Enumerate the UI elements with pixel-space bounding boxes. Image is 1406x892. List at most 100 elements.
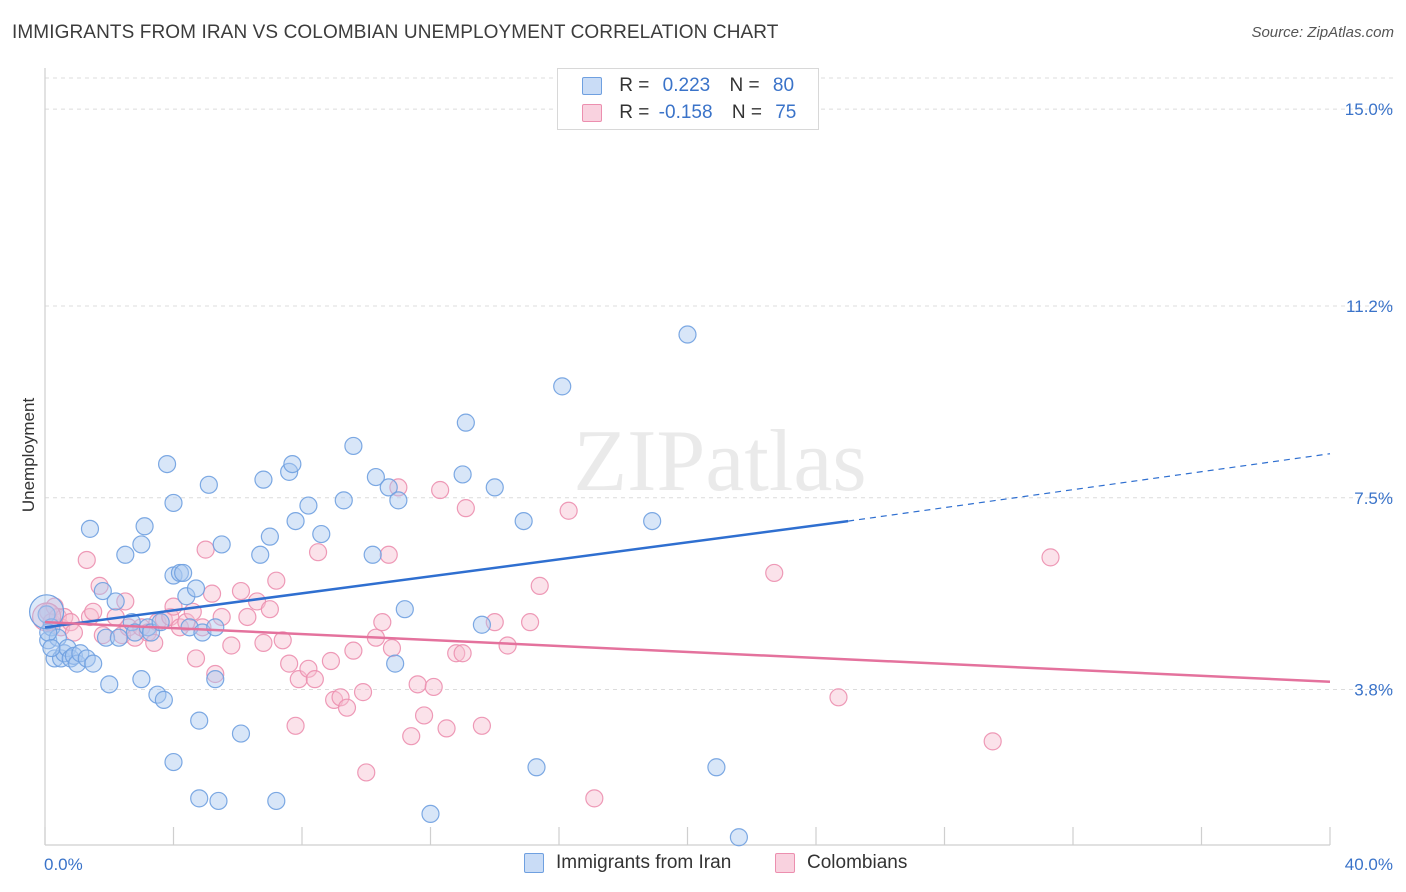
iran-point <box>132 670 151 689</box>
iran-point <box>707 758 726 777</box>
legend-r-value: -0.158 <box>658 102 713 123</box>
iran-point <box>106 592 125 611</box>
colombians-point <box>202 584 222 603</box>
iran-point <box>109 628 128 647</box>
colombians-point <box>414 706 434 725</box>
iran-point <box>334 491 353 510</box>
iran-point <box>154 690 173 709</box>
iran-point <box>260 527 279 546</box>
grid-lines <box>45 77 1395 691</box>
iran-point <box>157 454 177 474</box>
colombians-point <box>273 631 292 650</box>
colombians-point <box>260 600 279 619</box>
colombians-point <box>308 543 328 562</box>
colombians-point <box>520 613 540 632</box>
iran-point <box>190 711 209 730</box>
bottom-legend-label-colombians: Colombians <box>807 852 908 873</box>
legend-n-label: N = <box>731 102 762 123</box>
iran-point <box>421 804 440 824</box>
colombians-point <box>299 659 318 678</box>
colombians-point <box>280 654 299 673</box>
iran-point <box>68 654 87 673</box>
iran-point <box>386 654 405 673</box>
iran-point <box>116 545 135 564</box>
colombians-point <box>90 576 109 595</box>
iran-point <box>206 618 225 637</box>
iran-point <box>312 524 331 544</box>
colombians-point <box>186 649 206 668</box>
iran-point <box>186 579 206 598</box>
colombians-point <box>337 698 357 717</box>
iran-point <box>177 587 196 606</box>
trend-lines <box>44 453 1331 684</box>
colombians-point <box>254 633 273 652</box>
iran-point <box>389 491 408 510</box>
axes <box>44 68 1331 846</box>
colombians-point <box>344 641 363 660</box>
correlation-legend: R = 0.223 N = 80 R = -0.158 N = 75 <box>557 68 819 130</box>
colombians-point <box>212 607 231 627</box>
colombians-point <box>559 501 578 520</box>
colombians-point <box>77 550 96 570</box>
iran-point <box>453 465 472 484</box>
colombians-point <box>84 602 103 621</box>
legend-swatch-iran <box>582 76 602 95</box>
colombians-point <box>1041 548 1060 567</box>
legend-row-iran: R = 0.223 N = 80 <box>582 75 794 101</box>
iran-point <box>209 791 228 811</box>
watermark: ZIPatlas <box>573 413 866 510</box>
colombians-point <box>267 571 286 590</box>
iran-point <box>379 478 398 497</box>
colombians-point <box>424 677 443 697</box>
iran-point <box>93 581 112 601</box>
iran-point <box>42 638 61 658</box>
iran-point <box>164 752 183 772</box>
colombians-point <box>498 636 517 655</box>
tick-labels: 3.8% 7.5% 11.2% 15.0% 0.0% 40.0% <box>44 100 1393 874</box>
colombians-point <box>177 613 196 632</box>
colombians-point <box>321 651 341 671</box>
colombians-point <box>373 613 392 632</box>
iran-points <box>29 325 749 847</box>
iran-point <box>84 654 103 673</box>
iran-point <box>164 493 183 513</box>
iran-point <box>514 511 533 531</box>
colombians-trend-line <box>44 620 1331 684</box>
colombians-point <box>402 727 421 746</box>
legend-r-label: R = <box>619 102 650 123</box>
iran-point <box>485 478 504 497</box>
colombians-point <box>206 664 225 684</box>
iran-point <box>135 517 154 536</box>
iran-point <box>286 511 305 531</box>
iran-point <box>199 475 218 494</box>
iran-point <box>643 511 662 531</box>
iran-point <box>132 535 151 554</box>
legend-row-colombians: R = -0.158 N = 75 <box>582 102 796 128</box>
iran-point <box>231 724 251 743</box>
colombians-point <box>64 623 84 642</box>
colombians-point <box>408 675 427 694</box>
colombians-point <box>116 592 135 611</box>
y-tick-label: 15.0% <box>1345 100 1393 119</box>
colombians-point <box>238 607 257 627</box>
colombians-point <box>145 633 164 652</box>
legend-r-value: 0.223 <box>662 75 711 96</box>
iran-trend-line <box>44 519 849 629</box>
iran-point <box>678 325 697 344</box>
colombians-point <box>983 732 1002 751</box>
y-tick-label: 11.2% <box>1346 297 1393 316</box>
bottom-legend-iran: Immigrants from Iran <box>524 852 731 874</box>
iran-point <box>344 436 363 456</box>
colombians-point <box>530 576 549 595</box>
colombians-point <box>765 563 784 583</box>
bottom-legend-swatch-colombians <box>775 852 795 873</box>
iran-point <box>100 675 119 694</box>
colombians-point <box>286 716 305 735</box>
x-tick-label-end: 40.0% <box>1345 855 1393 874</box>
iran-point <box>45 649 64 668</box>
iran-point <box>456 413 475 432</box>
iran-point <box>267 791 286 811</box>
colombians-point <box>456 499 475 518</box>
colombians-point <box>353 683 373 702</box>
